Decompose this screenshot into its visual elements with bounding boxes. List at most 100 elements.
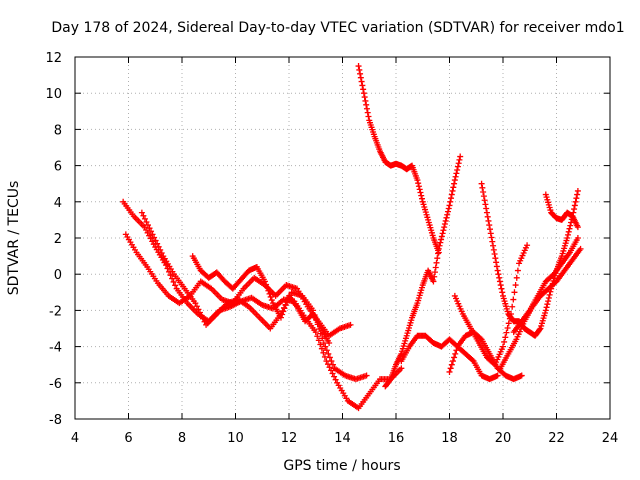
data-point <box>431 269 438 276</box>
x-tick-label: 20 <box>495 431 512 446</box>
data-point <box>414 177 421 184</box>
series-arc-4 <box>189 253 333 346</box>
data-point <box>441 224 448 231</box>
data-point <box>485 217 492 224</box>
data-point <box>564 231 571 238</box>
data-point <box>329 361 336 368</box>
data-point <box>326 339 333 346</box>
data-point <box>280 308 287 315</box>
data-point <box>505 320 512 327</box>
x-tick-label: 4 <box>71 431 79 446</box>
data-point <box>481 197 488 204</box>
data-point <box>489 238 496 245</box>
series-arc-13 <box>510 235 581 336</box>
data-point <box>484 213 491 220</box>
data-point <box>524 242 531 249</box>
data-point <box>574 235 581 241</box>
data-point <box>452 350 459 357</box>
data-point <box>267 293 274 300</box>
data-point <box>514 267 521 274</box>
data-point <box>499 289 506 296</box>
y-tick-label: -4 <box>49 341 62 356</box>
data-point <box>326 354 333 361</box>
data-point <box>482 201 489 208</box>
data-point <box>418 195 425 202</box>
data-point <box>486 222 493 229</box>
data-point <box>157 246 164 253</box>
series-arc-12 <box>542 191 581 231</box>
data-point <box>357 74 364 81</box>
data-point <box>192 300 199 307</box>
data-point <box>364 109 371 116</box>
series-arc-11 <box>497 245 584 372</box>
data-point <box>149 231 156 238</box>
data-point <box>490 242 497 249</box>
data-point <box>536 326 543 333</box>
data-point <box>504 324 511 331</box>
data-point <box>441 221 448 228</box>
data-point <box>418 192 425 199</box>
data-point <box>439 230 446 237</box>
data-point <box>492 255 499 262</box>
y-tick-label: 6 <box>54 160 62 175</box>
data-point <box>331 373 338 380</box>
data-point <box>363 101 370 108</box>
data-point <box>480 188 487 195</box>
data-point <box>451 177 458 184</box>
x-tick-label: 12 <box>281 431 298 446</box>
data-point <box>362 97 369 104</box>
data-point <box>565 228 572 235</box>
data-point <box>361 94 368 101</box>
data-point <box>566 225 573 232</box>
data-point <box>493 259 500 266</box>
data-point <box>567 222 574 229</box>
data-point <box>148 228 155 235</box>
data-point <box>451 180 458 187</box>
data-point <box>496 274 503 281</box>
data-point <box>434 255 441 262</box>
series-arc-3 <box>138 209 370 383</box>
data-point <box>435 245 442 252</box>
data-point <box>317 341 324 348</box>
x-tick-label: 18 <box>441 431 458 446</box>
data-point <box>571 202 578 209</box>
data-point <box>140 212 147 219</box>
data-point <box>355 63 362 70</box>
chart-title: Day 178 of 2024, Sidereal Day-to-day VTE… <box>51 20 624 36</box>
data-point <box>144 222 151 229</box>
data-point <box>329 370 336 377</box>
data-point <box>546 291 553 298</box>
data-point <box>447 365 454 372</box>
data-point <box>328 367 335 374</box>
data-point <box>479 184 486 191</box>
data-point <box>320 349 327 356</box>
y-tick-label: 10 <box>45 87 62 102</box>
data-point <box>438 236 445 243</box>
data-point <box>564 235 571 241</box>
data-point <box>447 198 454 205</box>
data-point <box>453 347 460 354</box>
data-point <box>442 217 449 224</box>
y-tick-label: 8 <box>54 123 62 138</box>
data-point <box>151 234 158 241</box>
x-tick-label: 24 <box>602 431 619 446</box>
data-point <box>158 249 165 256</box>
data-point <box>440 227 447 234</box>
y-tick-label: -6 <box>49 377 62 392</box>
data-point <box>360 86 367 93</box>
data-point <box>446 202 453 209</box>
data-point <box>320 339 327 346</box>
y-tick-label: 12 <box>45 51 62 66</box>
data-point <box>451 354 458 361</box>
data-point <box>279 311 286 318</box>
data-point <box>360 90 367 97</box>
y-tick-label: 4 <box>54 196 62 211</box>
data-point <box>469 357 476 364</box>
data-point <box>266 290 273 297</box>
data-point <box>317 330 324 337</box>
data-point <box>445 205 452 212</box>
data-point <box>497 282 504 289</box>
y-tick-label: 0 <box>54 268 62 283</box>
